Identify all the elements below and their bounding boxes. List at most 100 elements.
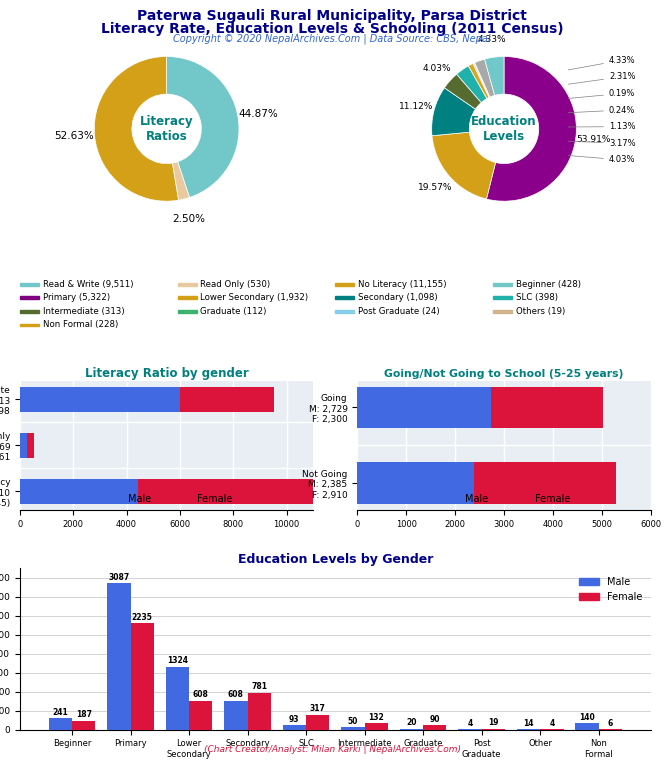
Text: 0.24%: 0.24%: [568, 105, 635, 114]
Text: 0.19%: 0.19%: [568, 89, 635, 98]
Text: 608: 608: [193, 690, 208, 700]
Bar: [224, 700, 248, 730]
Text: Graduate (112): Graduate (112): [201, 306, 267, 316]
Bar: [491, 386, 603, 429]
Text: 4.03%: 4.03%: [568, 155, 635, 164]
Bar: [178, 283, 197, 286]
Bar: [72, 720, 96, 730]
Text: 132: 132: [369, 713, 384, 722]
Text: 4: 4: [549, 719, 554, 728]
Wedge shape: [468, 64, 489, 98]
Bar: [20, 386, 181, 412]
Bar: [357, 386, 491, 429]
Text: Read & Write (9,511): Read & Write (9,511): [42, 280, 133, 289]
Wedge shape: [474, 63, 490, 98]
Legend: Male, Female: Male, Female: [434, 490, 574, 508]
Bar: [189, 700, 212, 730]
Legend: Male, Female: Male, Female: [576, 573, 646, 606]
Text: 11.12%: 11.12%: [399, 101, 434, 111]
Wedge shape: [457, 66, 487, 103]
Text: Intermediate (313): Intermediate (313): [42, 306, 124, 316]
Title: Literacy Ratio by gender: Literacy Ratio by gender: [85, 366, 248, 379]
Text: 2.31%: 2.31%: [568, 72, 635, 84]
Wedge shape: [167, 57, 239, 197]
Text: 93: 93: [289, 715, 299, 723]
Bar: [248, 693, 271, 730]
Wedge shape: [485, 57, 504, 95]
Bar: [283, 725, 306, 730]
Text: Read Only (530): Read Only (530): [201, 280, 270, 289]
Bar: [341, 727, 365, 730]
Bar: [335, 283, 355, 286]
Text: Non Formal (228): Non Formal (228): [42, 320, 118, 329]
Bar: [400, 729, 423, 730]
Text: 2235: 2235: [131, 613, 153, 622]
Text: Education
Levels: Education Levels: [471, 115, 537, 143]
Text: Post Graduate (24): Post Graduate (24): [358, 306, 440, 316]
Title: Going/Not Going to School (5-25 years): Going/Not Going to School (5-25 years): [384, 369, 623, 379]
Text: Primary (5,322): Primary (5,322): [42, 293, 110, 302]
Wedge shape: [475, 59, 495, 97]
Bar: [474, 462, 616, 504]
Text: 14: 14: [523, 719, 534, 727]
Text: 608: 608: [228, 690, 244, 700]
Legend: Male, Female: Male, Female: [96, 490, 237, 508]
Text: No Literacy (11,155): No Literacy (11,155): [358, 280, 446, 289]
Bar: [481, 729, 505, 730]
Bar: [165, 667, 189, 730]
Text: 3.17%: 3.17%: [568, 139, 635, 147]
Bar: [181, 386, 274, 412]
Bar: [423, 725, 446, 730]
Bar: [493, 296, 512, 299]
Text: SLC (398): SLC (398): [516, 293, 558, 302]
Text: 53.91%: 53.91%: [576, 135, 611, 144]
Text: 140: 140: [579, 713, 595, 721]
Bar: [27, 432, 34, 458]
Text: Lower Secondary (1,932): Lower Secondary (1,932): [201, 293, 309, 302]
Bar: [20, 310, 39, 313]
Text: 2.50%: 2.50%: [173, 214, 205, 223]
Text: 19: 19: [488, 718, 499, 727]
Bar: [365, 723, 388, 730]
Bar: [137, 478, 317, 504]
Wedge shape: [94, 57, 179, 201]
Text: Beginner (428): Beginner (428): [516, 280, 581, 289]
Text: 317: 317: [310, 704, 326, 713]
Text: 187: 187: [76, 710, 92, 720]
Wedge shape: [432, 132, 495, 199]
Text: 4.03%: 4.03%: [422, 64, 451, 73]
Text: Literacy Rate, Education Levels & Schooling (2011 Census): Literacy Rate, Education Levels & School…: [101, 22, 563, 35]
Text: 781: 781: [251, 682, 267, 691]
Text: 241: 241: [52, 708, 68, 717]
Text: 4.33%: 4.33%: [477, 35, 506, 44]
Wedge shape: [432, 88, 475, 136]
Text: 52.63%: 52.63%: [54, 131, 94, 141]
Bar: [493, 310, 512, 313]
Bar: [178, 296, 197, 299]
Bar: [20, 478, 137, 504]
Text: 4.33%: 4.33%: [568, 55, 635, 70]
Text: 50: 50: [348, 717, 358, 726]
Text: 1.13%: 1.13%: [568, 122, 635, 131]
Wedge shape: [173, 162, 189, 200]
Wedge shape: [487, 57, 576, 201]
Bar: [575, 723, 599, 730]
Bar: [20, 283, 39, 286]
Text: 3087: 3087: [108, 573, 129, 581]
Text: 90: 90: [430, 715, 440, 724]
Title: Education Levels by Gender: Education Levels by Gender: [238, 552, 433, 565]
Text: Secondary (1,098): Secondary (1,098): [358, 293, 438, 302]
Bar: [107, 583, 131, 730]
Text: 44.87%: 44.87%: [238, 109, 278, 119]
Bar: [131, 624, 154, 730]
Bar: [20, 323, 39, 326]
Text: 4: 4: [467, 719, 473, 728]
Text: 6: 6: [608, 719, 613, 728]
Text: Literacy
Ratios: Literacy Ratios: [140, 115, 193, 143]
Wedge shape: [444, 74, 481, 109]
Bar: [493, 283, 512, 286]
Text: (Chart Creator/Analyst: Milan Karki | NepalArchives.Com): (Chart Creator/Analyst: Milan Karki | Ne…: [203, 745, 461, 754]
Bar: [178, 310, 197, 313]
Bar: [306, 714, 329, 730]
Text: Paterwa Sugauli Rural Municipality, Parsa District: Paterwa Sugauli Rural Municipality, Pars…: [137, 9, 527, 23]
